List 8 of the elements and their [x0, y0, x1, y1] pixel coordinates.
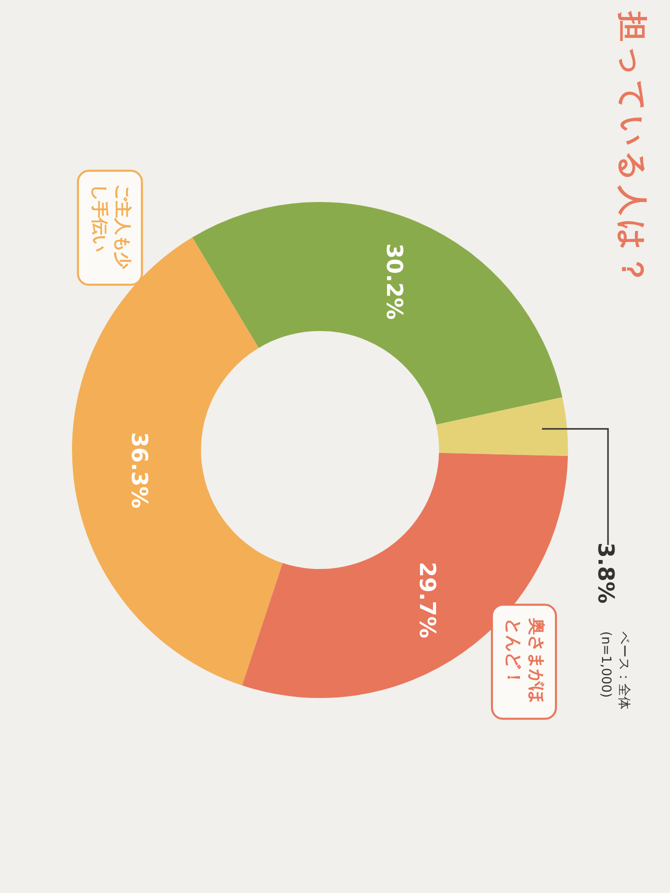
chart-title: 担っている人は？ [614, 12, 650, 288]
data-label: 3.8% [592, 542, 618, 604]
data-label: 36.3% [126, 432, 151, 508]
text: ベース：全体(n=1,000) [597, 631, 632, 712]
slice-label: ご主人も少し手伝い [77, 170, 143, 286]
data-label: 29.7% [414, 562, 439, 638]
slice-label: 奥さまがほとんど！ [491, 604, 557, 720]
data-label: 30.2% [381, 243, 406, 320]
